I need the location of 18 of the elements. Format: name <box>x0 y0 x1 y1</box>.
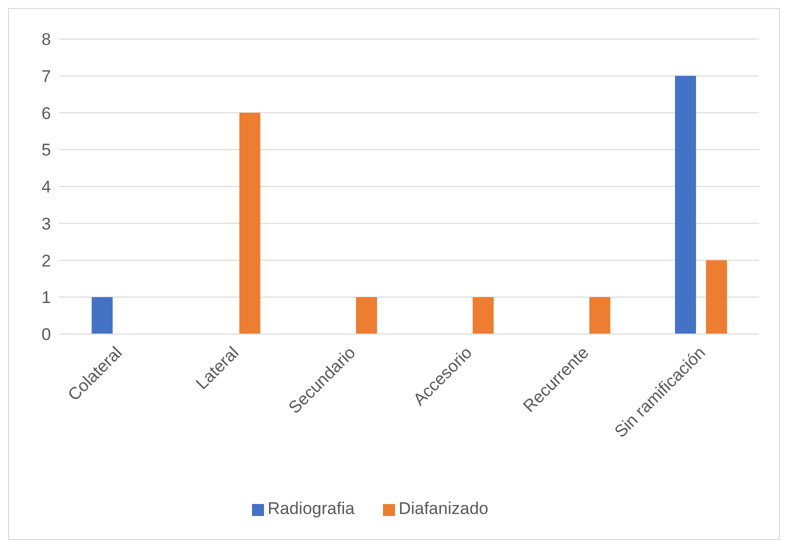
y-tick-label: 1 <box>42 288 51 308</box>
bar <box>675 76 696 334</box>
y-tick-label: 2 <box>42 251 51 270</box>
y-tick-label: 7 <box>42 66 51 86</box>
bar <box>92 297 113 334</box>
legend-label: Radiografia <box>268 499 355 518</box>
bar <box>472 297 494 334</box>
y-tick-label: 3 <box>42 214 51 234</box>
bar <box>589 297 610 334</box>
y-tick-label: 4 <box>42 178 51 197</box>
bar <box>706 260 727 334</box>
y-tick-label: 8 <box>42 30 51 50</box>
y-tick-label: 0 <box>42 325 51 344</box>
bar <box>356 297 377 334</box>
y-tick-label: 5 <box>42 140 51 160</box>
legend-label: Diafanizado <box>398 499 488 518</box>
bar <box>239 112 260 334</box>
y-tick-label: 6 <box>42 104 51 123</box>
